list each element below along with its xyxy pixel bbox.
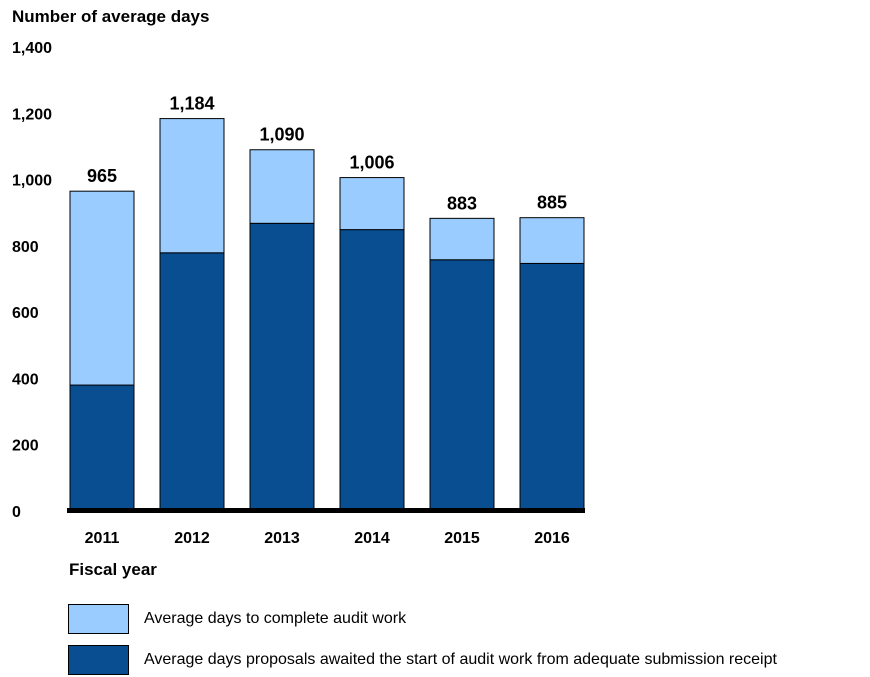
bar-segment-awaited-start xyxy=(69,384,135,512)
x-tick-label: 2013 xyxy=(264,530,300,547)
legend-item-awaited-start: Average days proposals awaited the start… xyxy=(68,645,777,675)
y-axis-title: Number of average days xyxy=(12,7,209,26)
y-tick-label: 1,000 xyxy=(12,173,52,190)
bar-total-label: 1,184 xyxy=(169,94,214,114)
bar-total-label: 1,006 xyxy=(349,153,394,173)
bar-total-label: 965 xyxy=(87,166,117,186)
bar-segment-complete-audit xyxy=(339,177,405,231)
y-tick-label: 1,200 xyxy=(12,106,52,123)
bar-segment-awaited-start xyxy=(339,229,405,512)
bar-segment-complete-audit xyxy=(249,149,315,224)
bar-segment-complete-audit xyxy=(159,118,225,254)
bars xyxy=(69,118,585,512)
legend-item-complete-audit: Average days to complete audit work xyxy=(68,604,406,634)
y-tick-label: 200 xyxy=(12,438,39,455)
y-axis-ticks: 0 200 400 600 800 1,000 1,200 1,400 xyxy=(12,40,52,521)
y-tick-label: 800 xyxy=(12,239,39,256)
x-tick-label: 2014 xyxy=(354,530,390,547)
bar-total-label: 883 xyxy=(447,193,477,213)
y-tick-label: 0 xyxy=(12,504,21,521)
bar-total-label: 885 xyxy=(537,193,567,213)
bar-total-labels: 965 1,184 1,090 1,006 883 885 xyxy=(87,94,567,214)
legend-label-complete-audit: Average days to complete audit work xyxy=(144,610,407,627)
bar-total-label: 1,090 xyxy=(259,125,304,145)
x-tick-label: 2012 xyxy=(174,530,210,547)
legend-label-awaited-start: Average days proposals awaited the start… xyxy=(144,651,777,668)
legend-swatch-light xyxy=(68,604,129,634)
bar-segment-awaited-start xyxy=(159,252,225,512)
x-tick-label: 2016 xyxy=(534,530,570,547)
x-tick-label: 2011 xyxy=(85,530,120,547)
bar-segment-awaited-start xyxy=(429,259,495,512)
bar-segment-awaited-start xyxy=(519,262,585,512)
bar-segment-complete-audit xyxy=(519,217,585,264)
y-tick-label: 600 xyxy=(12,305,39,322)
x-axis-ticks: 2011 2012 2013 2014 2015 2016 xyxy=(85,530,570,547)
y-tick-label: 400 xyxy=(12,371,39,388)
x-axis-baseline xyxy=(67,508,585,513)
x-tick-label: 2015 xyxy=(444,530,480,547)
legend-swatch-dark xyxy=(68,645,129,675)
y-tick-label: 1,400 xyxy=(12,40,52,57)
x-axis-title: Fiscal year xyxy=(69,560,157,579)
bar-segment-awaited-start xyxy=(249,222,315,512)
bar-segment-complete-audit xyxy=(429,217,495,261)
bar-segment-complete-audit xyxy=(69,190,135,386)
